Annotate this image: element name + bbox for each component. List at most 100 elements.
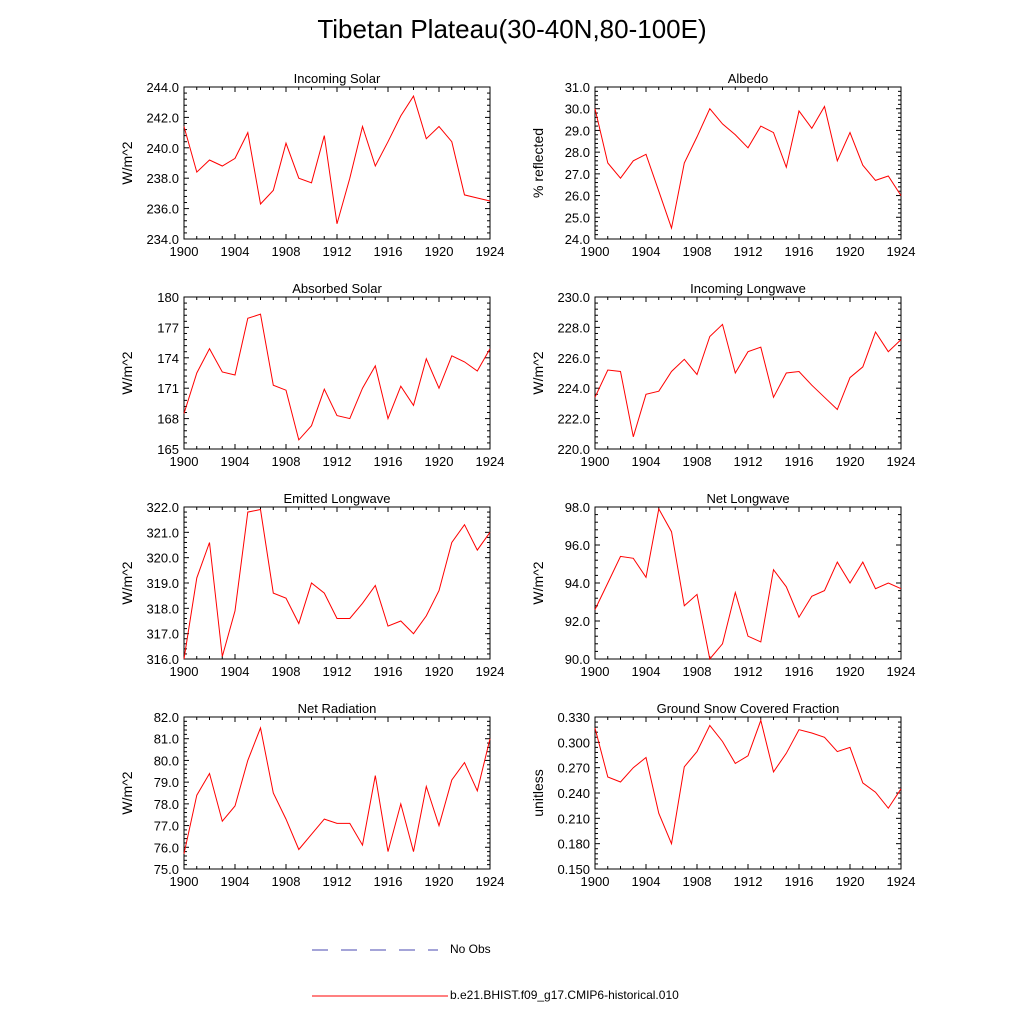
y-tick-label: 0.330	[557, 710, 590, 725]
y-tick-label: 24.0	[565, 232, 590, 247]
panel-title: Incoming Solar	[294, 71, 381, 86]
x-tick-label: 1920	[425, 874, 454, 889]
y-tick-label: 228.0	[557, 320, 590, 335]
x-tick-label: 1912	[734, 244, 763, 259]
x-tick-label: 1924	[887, 664, 916, 679]
y-tick-label: 165	[157, 442, 179, 457]
series-line	[183, 726, 491, 854]
y-axis-label: W/m^2	[530, 561, 546, 604]
y-axis-label: W/m^2	[119, 141, 135, 184]
y-axis-label: W/m^2	[119, 351, 135, 394]
y-tick-label: 79.0	[154, 775, 179, 790]
x-tick-label: 1916	[785, 454, 814, 469]
y-tick-label: 224.0	[557, 381, 590, 396]
x-tick-label: 1904	[221, 244, 250, 259]
plot-frame	[594, 716, 902, 870]
x-tick-label: 1924	[887, 874, 916, 889]
y-tick-label: 318.0	[146, 601, 179, 616]
panel-title: Albedo	[728, 71, 768, 86]
x-tick-label: 1908	[683, 874, 712, 889]
panel-title: Net Longwave	[706, 491, 789, 506]
panel-title: Ground Snow Covered Fraction	[657, 701, 840, 716]
y-tick-label: 240.0	[146, 141, 179, 156]
panel-title: Incoming Longwave	[690, 281, 806, 296]
chart-panel-5: 1900 1904 1908 1912 1916 1920 1924 90.0 92.0 94.0…	[530, 491, 915, 679]
x-tick-label: 1916	[785, 874, 814, 889]
y-tick-label: 92.0	[565, 614, 590, 629]
y-tick-label: 0.150	[557, 862, 590, 877]
y-tick-label: 76.0	[154, 840, 179, 855]
x-tick-label: 1900	[581, 874, 610, 889]
y-tick-label: 220.0	[557, 442, 590, 457]
y-axis-label: W/m^2	[119, 561, 135, 604]
chart-panel-7: 1900 1904 1908 1912 1916 1920 1924 0.150 0.180 0.…	[530, 701, 915, 889]
x-tick-label: 1900	[170, 454, 199, 469]
y-tick-label: 0.300	[557, 735, 590, 750]
legend-swatch-obs	[312, 949, 438, 951]
y-tick-label: 25.0	[565, 210, 590, 225]
x-tick-label: 1916	[374, 454, 403, 469]
x-tick-label: 1912	[734, 874, 763, 889]
x-tick-label: 1920	[425, 454, 454, 469]
y-tick-label: 94.0	[565, 576, 590, 591]
y-axis-label: % reflected	[530, 128, 546, 198]
y-tick-label: 320.0	[146, 551, 179, 566]
x-tick-label: 1900	[581, 244, 610, 259]
x-tick-label: 1908	[272, 664, 301, 679]
x-tick-label: 1904	[221, 874, 250, 889]
y-tick-label: 31.0	[565, 80, 590, 95]
y-tick-label: 238.0	[146, 171, 179, 186]
legend-swatch-model	[312, 995, 448, 997]
x-tick-label: 1924	[887, 244, 916, 259]
y-tick-label: 222.0	[557, 412, 590, 427]
x-tick-label: 1900	[170, 874, 199, 889]
x-tick-label: 1920	[836, 454, 865, 469]
x-tick-label: 1908	[272, 244, 301, 259]
x-tick-label: 1924	[887, 454, 916, 469]
chart-panel-6: 1900 1904 1908 1912 1916 1920 1924 75.0 76.0 77.0…	[119, 701, 504, 889]
y-tick-label: 322.0	[146, 500, 179, 515]
chart-panel-4: 1900 1904 1908 1912 1916 1920 1924 316.0 317.0 31…	[119, 491, 504, 679]
series-line	[183, 508, 491, 660]
x-tick-label: 1908	[683, 664, 712, 679]
x-tick-label: 1920	[836, 244, 865, 259]
y-tick-label: 0.240	[557, 786, 590, 801]
x-tick-label: 1908	[683, 244, 712, 259]
y-tick-label: 168	[157, 412, 179, 427]
x-tick-label: 1912	[323, 664, 352, 679]
y-tick-label: 0.270	[557, 761, 590, 776]
y-tick-label: 234.0	[146, 232, 179, 247]
chart-panel-1: 1900 1904 1908 1912 1916 1920 1924 24.0 25.0 26.0…	[530, 71, 915, 259]
x-tick-label: 1924	[476, 244, 505, 259]
y-tick-label: 82.0	[154, 710, 179, 725]
panel-title: Absorbed Solar	[292, 281, 382, 296]
series-line	[594, 105, 902, 231]
y-tick-label: 75.0	[154, 862, 179, 877]
x-tick-label: 1912	[734, 664, 763, 679]
x-tick-label: 1904	[632, 244, 661, 259]
x-tick-label: 1900	[170, 664, 199, 679]
plot-frame	[594, 86, 902, 240]
x-tick-label: 1916	[374, 874, 403, 889]
plot-frame	[183, 296, 491, 450]
y-tick-label: 319.0	[146, 576, 179, 591]
y-tick-label: 174	[157, 351, 179, 366]
y-tick-label: 90.0	[565, 652, 590, 667]
y-tick-label: 26.0	[565, 189, 590, 204]
legend-label-model: b.e21.BHIST.f09_g17.CMIP6-historical.010	[450, 988, 679, 1002]
panel-title: Net Radiation	[298, 701, 377, 716]
y-tick-label: 244.0	[146, 80, 179, 95]
x-tick-label: 1904	[632, 454, 661, 469]
series-line	[594, 718, 902, 846]
x-tick-label: 1916	[785, 244, 814, 259]
legend-label-obs: No Obs	[450, 942, 491, 956]
x-tick-label: 1908	[683, 454, 712, 469]
y-tick-label: 180	[157, 290, 179, 305]
x-tick-label: 1912	[734, 454, 763, 469]
x-tick-label: 1920	[425, 244, 454, 259]
plot-frame	[183, 506, 491, 660]
x-tick-label: 1908	[272, 454, 301, 469]
x-tick-label: 1920	[425, 664, 454, 679]
y-tick-label: 230.0	[557, 290, 590, 305]
